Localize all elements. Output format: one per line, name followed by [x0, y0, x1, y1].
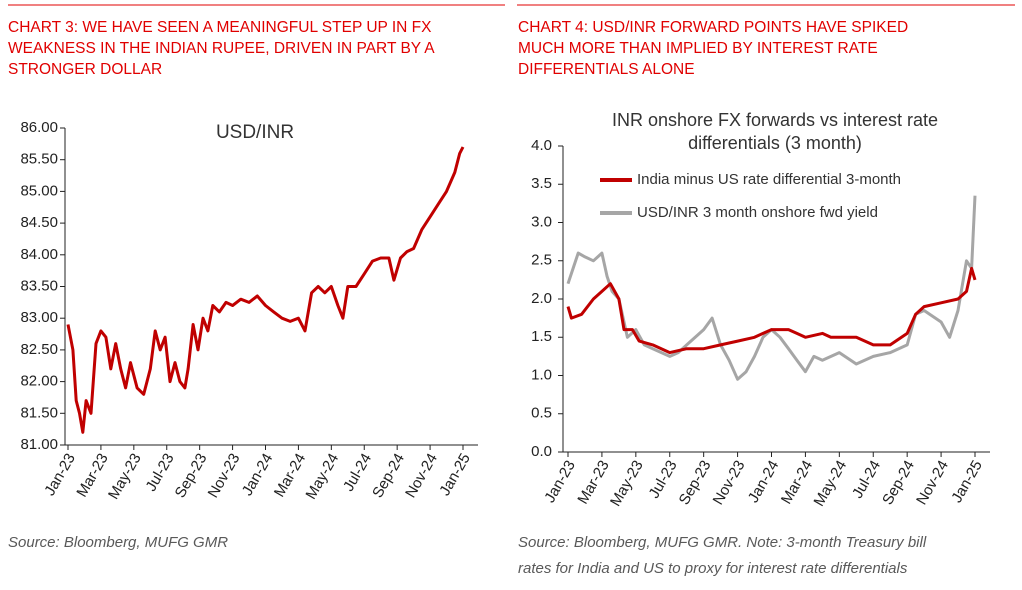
x-tick-label: Jul-23: [645, 457, 680, 501]
y-tick-label: 4.0: [531, 137, 552, 154]
y-tick-label: 84.00: [20, 246, 58, 263]
x-tick-label: May-24: [810, 457, 850, 509]
source-note: Source: Bloomberg, MUFG GMR. Note: 3-mon…: [518, 534, 927, 551]
legend-label: India minus US rate differential 3-month: [637, 171, 901, 188]
chart-title: differentials (3 month): [688, 133, 862, 153]
x-tick-label: May-23: [105, 450, 145, 502]
y-tick-label: 3.5: [531, 175, 552, 192]
panel-heading: CHART 3: WE HAVE SEEN A MEANINGFUL STEP …: [8, 19, 432, 36]
x-tick-label: Jan-24: [745, 457, 783, 505]
y-tick-label: 1.5: [531, 328, 552, 345]
y-tick-label: 2.5: [531, 252, 552, 269]
x-tick-label: Jul-24: [849, 457, 884, 501]
x-tick-label: Sep-23: [676, 457, 715, 507]
x-tick-label: Sep-24: [879, 457, 918, 507]
y-tick-label: 84.50: [20, 214, 58, 231]
y-tick-label: 85.50: [20, 151, 58, 168]
y-tick-label: 1.0: [531, 366, 552, 383]
panel-heading: CHART 4: USD/INR FORWARD POINTS HAVE SPI…: [518, 19, 908, 36]
x-tick-label: Nov-24: [913, 457, 952, 507]
y-tick-label: 81.00: [20, 436, 58, 453]
y-tick-label: 2.0: [531, 290, 552, 307]
x-tick-label: Nov-24: [402, 450, 441, 500]
x-tick-label: Jul-23: [142, 450, 177, 494]
source-note: rates for India and US to proxy for inte…: [518, 560, 908, 577]
x-tick-label: Jul-24: [340, 450, 375, 494]
y-tick-label: 81.50: [20, 404, 58, 421]
y-tick-label: 83.00: [20, 309, 58, 326]
y-tick-label: 82.50: [20, 341, 58, 358]
y-tick-label: 83.50: [20, 277, 58, 294]
x-tick-label: Jan-23: [541, 457, 579, 505]
x-tick-label: Nov-23: [710, 457, 749, 507]
chart-title: INR onshore FX forwards vs interest rate: [612, 110, 938, 130]
series-line: [66, 146, 465, 434]
series-line: [566, 266, 977, 355]
panel-heading: DIFFERENTIALS ALONE: [518, 61, 695, 78]
y-tick-label: 86.00: [20, 119, 58, 136]
y-tick-label: 0.0: [531, 443, 552, 460]
y-tick-label: 3.0: [531, 213, 552, 230]
x-tick-label: May-24: [302, 450, 342, 502]
series-line: [566, 195, 977, 381]
panel-heading: WEAKNESS IN THE INDIAN RUPEE, DRIVEN IN …: [8, 40, 435, 57]
panel-heading: MUCH MORE THAN IMPLIED BY INTEREST RATE: [518, 40, 878, 57]
y-tick-label: 85.00: [20, 182, 58, 199]
source-note: Source: Bloomberg, MUFG GMR: [8, 534, 228, 551]
legend-label: USD/INR 3 month onshore fwd yield: [637, 204, 878, 221]
x-tick-label: Jan-25: [948, 457, 986, 505]
chart-title: USD/INR: [216, 122, 294, 143]
y-tick-label: 0.5: [531, 405, 552, 422]
x-tick-label: Nov-23: [205, 450, 244, 500]
x-tick-label: May-23: [607, 457, 647, 509]
panel-heading: STRONGER DOLLAR: [8, 61, 162, 78]
y-tick-label: 82.00: [20, 373, 58, 390]
x-tick-label: Jan-25: [436, 450, 474, 498]
